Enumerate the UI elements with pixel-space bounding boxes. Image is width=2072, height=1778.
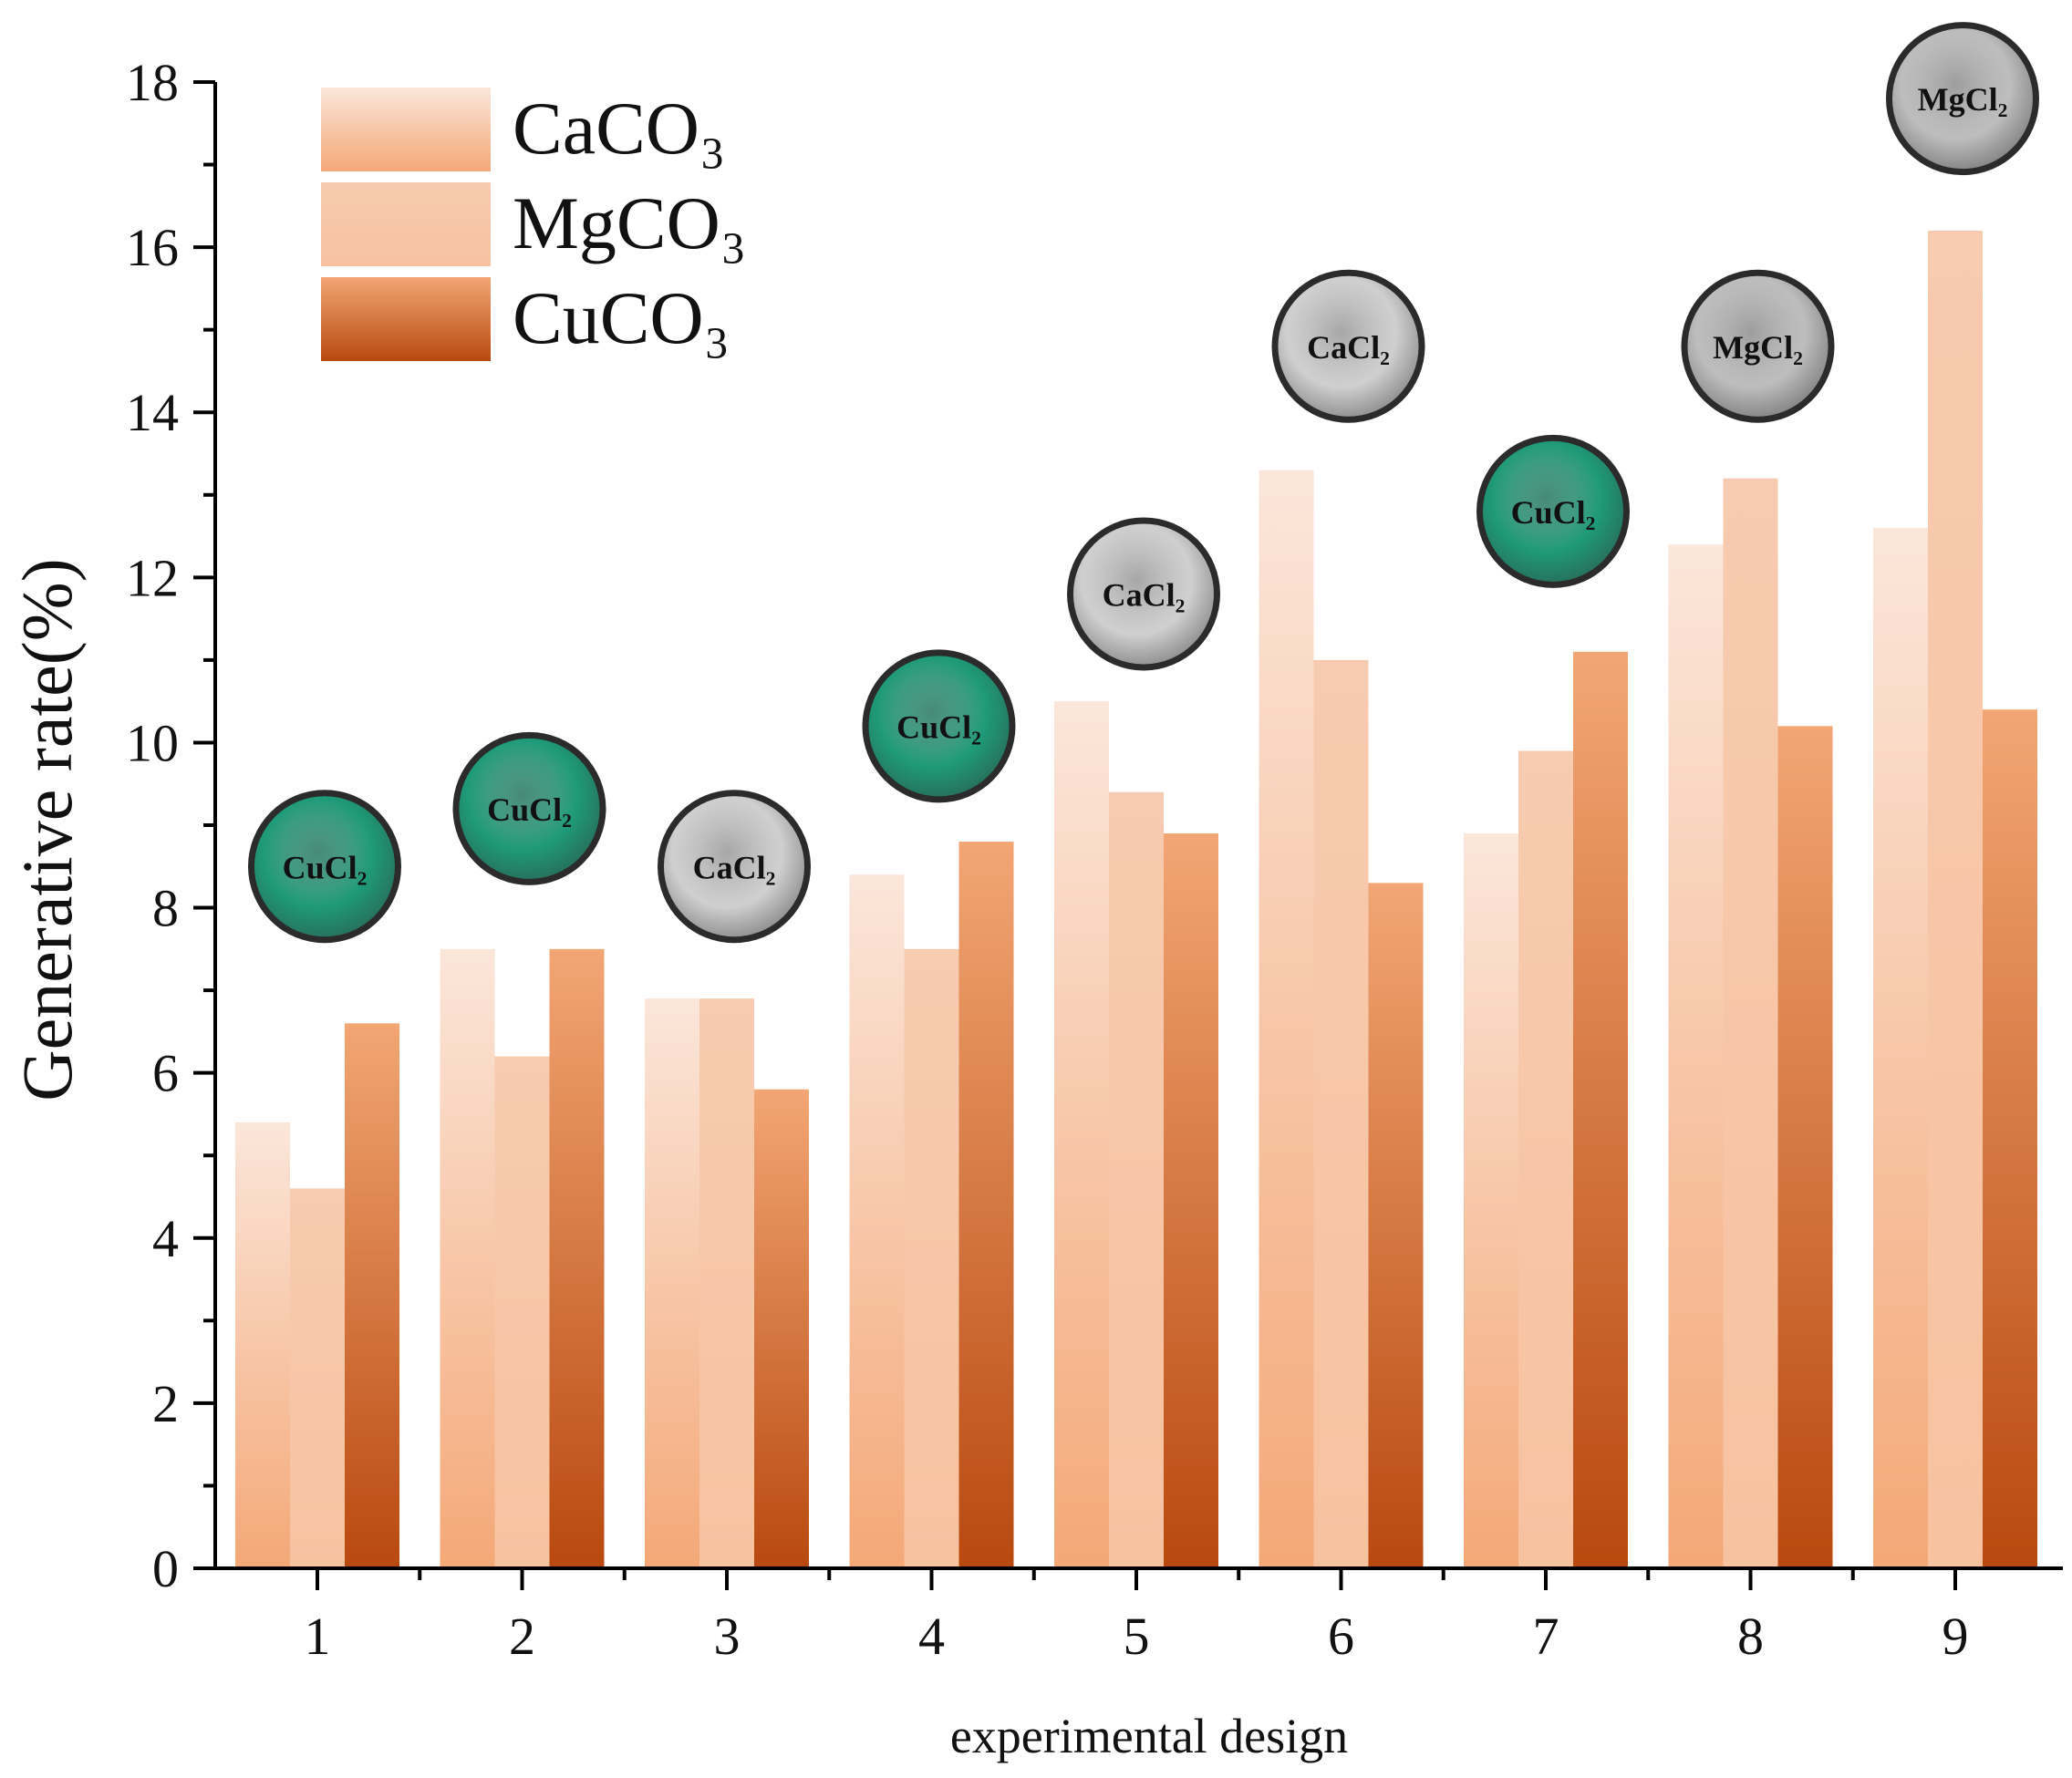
bar-2-5 — [1109, 791, 1164, 1568]
dish-fill — [1892, 28, 2033, 170]
y-tick-label: 4 — [152, 1209, 179, 1268]
dish-label: CuCl₂ — [896, 708, 981, 745]
legend-label-3: CuCO₃ — [513, 276, 730, 359]
petri-dish-2: CuCl₂ — [452, 731, 606, 885]
y-tick-label: 16 — [126, 218, 179, 277]
bar-1-4 — [849, 874, 905, 1568]
y-tick-label: 2 — [152, 1374, 179, 1433]
x-tick-label: 6 — [1328, 1607, 1354, 1666]
dish-label: CuCl₂ — [487, 791, 572, 828]
y-tick-label: 14 — [126, 383, 179, 442]
bar-3-5 — [1164, 833, 1218, 1568]
bar-3-8 — [1777, 726, 1833, 1568]
bar-2-6 — [1313, 659, 1369, 1568]
x-axis-title: experimental design — [950, 1709, 1348, 1763]
y-tick-label: 6 — [152, 1044, 179, 1103]
x-tick-label: 4 — [918, 1607, 945, 1666]
legend-label-2: MgCO₃ — [513, 181, 746, 264]
petri-dish-6: CaCl₂ — [1271, 269, 1425, 423]
legend: CaCO₃ MgCO₃ CuCO₃ — [321, 87, 746, 361]
dish-fill — [1483, 440, 1623, 582]
dish-label: CuCl₂ — [283, 849, 368, 885]
dish-fill — [664, 796, 804, 937]
bar-1-6 — [1259, 470, 1314, 1568]
dish-fill — [1278, 275, 1419, 417]
dish-label: MgCl₂ — [1713, 329, 1803, 366]
bar-3-4 — [958, 842, 1014, 1568]
dish-label: CaCl₂ — [693, 849, 776, 885]
y-tick-label: 18 — [126, 53, 179, 112]
bar-3-1 — [345, 1023, 399, 1568]
bar-2-2 — [494, 1056, 550, 1568]
dish-annotations: CuCl₂ CuCl₂ CaCl₂ CuCl₂ CaCl₂ CaCl₂ CuCl₂ MgCl₂… — [248, 22, 2039, 944]
x-tick-label: 9 — [1942, 1607, 1969, 1666]
petri-dish-7: CuCl₂ — [1476, 434, 1630, 588]
bar-1-3 — [645, 998, 699, 1568]
bar-3-6 — [1368, 883, 1424, 1568]
petri-dish-9: MgCl₂ — [1886, 22, 2039, 176]
bar-1-9 — [1873, 528, 1928, 1568]
petri-dish-1: CuCl₂ — [248, 790, 401, 944]
dish-fill — [254, 796, 395, 937]
y-tick-label: 0 — [152, 1539, 179, 1598]
bar-1-5 — [1054, 701, 1109, 1568]
bar-2-3 — [699, 998, 754, 1568]
bar-2-9 — [1928, 231, 1983, 1568]
y-axis-title: Generative rate(%) — [7, 558, 87, 1101]
bar-3-3 — [754, 1089, 809, 1568]
dish-fill — [868, 656, 1010, 797]
dish-label: CuCl₂ — [1511, 494, 1596, 531]
bar-1-2 — [440, 948, 495, 1568]
x-tick-label: 1 — [305, 1607, 331, 1666]
bar-1-8 — [1668, 544, 1724, 1568]
legend-label-1: CaCO₃ — [513, 87, 726, 170]
bar-2-7 — [1518, 750, 1573, 1568]
y-tick-label: 10 — [126, 713, 179, 772]
bar-3-9 — [1983, 709, 2037, 1568]
petri-dish-5: CaCl₂ — [1067, 517, 1220, 671]
bars — [235, 231, 2037, 1568]
x-tick-label: 3 — [714, 1607, 741, 1666]
petri-dish-3: CaCl₂ — [658, 790, 811, 944]
dish-label: CaCl₂ — [1103, 576, 1186, 613]
x-tick-label: 7 — [1533, 1607, 1559, 1666]
dish-fill — [1073, 523, 1214, 665]
y-tick-label: 8 — [152, 879, 179, 938]
legend-swatch-2 — [321, 182, 491, 266]
bar-2-4 — [904, 948, 959, 1568]
bar-3-7 — [1573, 651, 1628, 1568]
x-tick-label: 2 — [509, 1607, 535, 1666]
legend-swatch-1 — [321, 88, 491, 171]
bar-2-8 — [1723, 478, 1778, 1568]
bar-2-1 — [290, 1188, 345, 1568]
petri-dish-8: MgCl₂ — [1681, 269, 1835, 423]
dish-fill — [459, 738, 600, 879]
petri-dish-4: CuCl₂ — [862, 649, 1016, 803]
bar-1-7 — [1464, 833, 1518, 1568]
x-tick-label: 5 — [1124, 1607, 1150, 1666]
bar-3-2 — [549, 948, 605, 1568]
dish-label: CaCl₂ — [1307, 329, 1390, 366]
dish-label: MgCl₂ — [1918, 81, 2008, 118]
x-tick-label: 8 — [1737, 1607, 1764, 1666]
dish-fill — [1687, 275, 1829, 417]
legend-swatch-3 — [321, 277, 491, 361]
bar-1-1 — [235, 1122, 290, 1568]
y-tick-label: 12 — [126, 548, 179, 607]
